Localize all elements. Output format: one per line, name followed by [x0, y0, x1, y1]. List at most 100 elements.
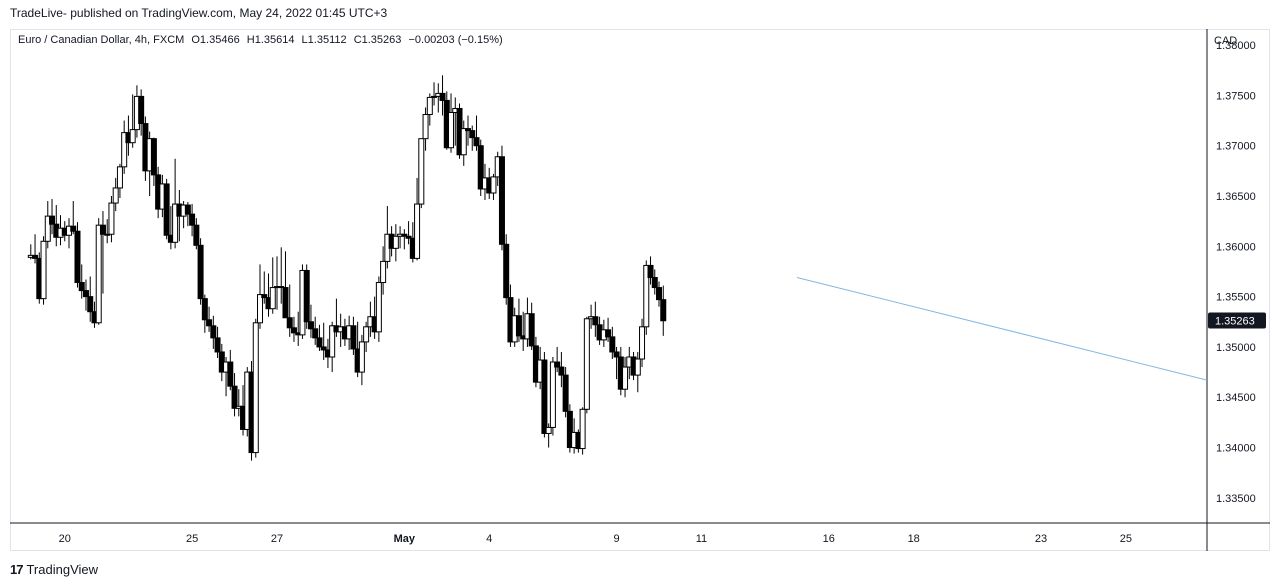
price-axis-currency: CAD — [1214, 35, 1238, 47]
candle — [634, 351, 641, 393]
price-tick-label: 1.37500 — [1216, 90, 1256, 102]
candle — [660, 285, 667, 336]
candle — [193, 218, 200, 250]
candle-body — [32, 254, 39, 259]
legend-open: O1.35466 — [191, 34, 240, 46]
candle-body — [329, 325, 336, 358]
candle — [172, 158, 179, 249]
candle — [214, 326, 221, 358]
candle-body — [465, 128, 472, 132]
price-tick-label: 1.37000 — [1216, 141, 1256, 153]
candle — [448, 93, 455, 153]
candle — [70, 201, 77, 235]
time-axis[interactable]: 20 25 27 May 4 9 11 16 18 23 25 — [59, 533, 1132, 545]
candle-body — [184, 204, 191, 215]
candle-body — [290, 327, 297, 334]
candle-body — [282, 287, 289, 319]
candle — [651, 269, 658, 295]
candle — [465, 115, 472, 146]
candle-body — [448, 112, 455, 149]
candle-body — [193, 224, 200, 246]
candle-body — [278, 286, 285, 289]
price-tick-label: 1.36500 — [1216, 191, 1256, 203]
candle — [583, 316, 590, 414]
candle-body — [418, 138, 425, 205]
candle — [549, 356, 556, 436]
candle-body — [316, 337, 323, 348]
candle — [78, 264, 85, 299]
candle-body — [651, 277, 658, 289]
candle-body — [363, 326, 370, 343]
candle — [418, 138, 425, 209]
candle-body — [307, 321, 314, 330]
time-tick-label: 16 — [823, 533, 835, 545]
candle — [392, 224, 399, 262]
candle-body — [350, 325, 357, 350]
candle — [541, 351, 548, 438]
candle — [121, 120, 128, 174]
candle-body — [201, 298, 208, 321]
candle-body — [49, 215, 56, 225]
candle — [82, 279, 89, 311]
candle-body — [562, 374, 569, 412]
candle-body — [392, 235, 399, 249]
time-tick-label: 20 — [59, 533, 71, 545]
candle — [99, 211, 106, 294]
trendline[interactable] — [796, 277, 1208, 381]
candle — [104, 219, 111, 244]
candle — [66, 218, 73, 249]
price-tick-label: 1.33500 — [1216, 493, 1256, 505]
candle-body — [231, 385, 238, 409]
legend-low: L1.35112 — [301, 34, 347, 46]
candle-body — [189, 213, 196, 226]
candle — [469, 125, 476, 151]
candle — [112, 177, 119, 212]
candle — [150, 137, 157, 186]
candle-body — [104, 233, 111, 236]
candle-body — [656, 287, 663, 301]
candle — [426, 93, 433, 126]
price-axis[interactable]: 1.33500 1.34000 1.34500 1.35000 1.35500 1.360… — [1216, 40, 1256, 505]
candle — [261, 271, 268, 304]
time-tick-label: 4 — [486, 533, 492, 545]
candle — [290, 316, 297, 342]
candle — [431, 82, 438, 106]
time-tick-label: May — [394, 533, 416, 545]
candle — [605, 317, 612, 342]
candle-body — [528, 313, 535, 347]
candle — [609, 326, 616, 360]
candle — [44, 201, 51, 249]
price-tick-label: 1.38000 — [1216, 40, 1256, 52]
candle — [53, 205, 60, 247]
tradingview-logo[interactable]: 17 TradingView — [10, 562, 98, 577]
candle — [163, 178, 170, 240]
candle — [439, 75, 446, 116]
candle-body — [605, 329, 612, 338]
candle-body — [108, 202, 115, 235]
candles — [27, 75, 667, 461]
candle-body — [643, 264, 650, 328]
time-tick-label: 11 — [696, 533, 707, 545]
candle-body — [286, 317, 293, 329]
candle-body — [303, 269, 310, 323]
candle — [503, 234, 510, 305]
candle — [363, 321, 370, 352]
symbol-legend[interactable]: Euro / Canadian Dollar, 4h, FXCM O1.3546… — [18, 34, 507, 46]
candle-body — [405, 235, 412, 239]
candle-body — [380, 260, 387, 284]
candle-body — [549, 361, 556, 428]
candle — [231, 373, 238, 417]
candle — [252, 318, 259, 458]
candle-body — [634, 358, 641, 376]
candle — [405, 221, 412, 245]
candle-body — [163, 183, 170, 236]
candle-body — [269, 287, 276, 310]
chart-frame — [10, 29, 1270, 551]
candle-body — [566, 410, 573, 449]
candle-body — [214, 337, 221, 353]
candle — [138, 89, 145, 136]
candle — [622, 356, 629, 398]
candle-body — [129, 129, 136, 144]
candle — [210, 315, 217, 349]
